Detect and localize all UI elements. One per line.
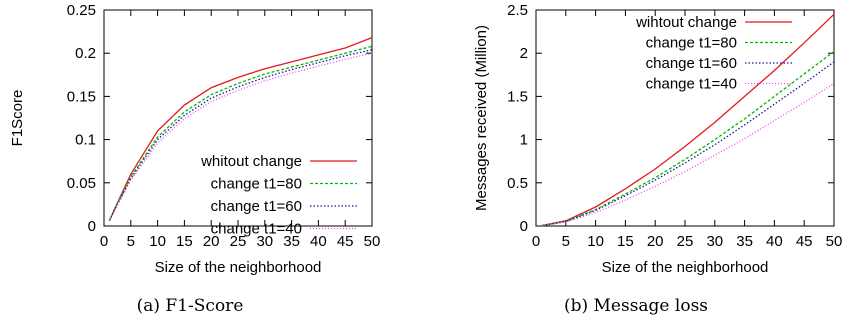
x-tick-label: 40 xyxy=(310,233,327,250)
x-tick-label: 15 xyxy=(617,233,634,250)
x-tick-label: 0 xyxy=(100,233,108,250)
x-axis-label: Size of the neighborhood xyxy=(602,259,769,276)
series-line-2 xyxy=(108,45,373,222)
legend-label: change t1=60 xyxy=(646,55,737,72)
legend-label: whitout change xyxy=(200,153,302,170)
y-tick-label: 1.5 xyxy=(507,88,528,105)
y-tick-label: 2 xyxy=(520,45,528,62)
legend-label: wihtout change xyxy=(635,14,737,31)
y-tick-label: 0.15 xyxy=(67,88,96,105)
x-tick-label: 30 xyxy=(706,233,723,250)
x-tick-label: 5 xyxy=(127,233,135,250)
series-line-4 xyxy=(541,82,835,227)
x-tick-label: 50 xyxy=(364,233,381,250)
chart-panel-a: 0 5 10 15 20 25 30 35 40 45 50 0 0.05 0.1 0.15 0.2 0.25 S… xyxy=(9,2,380,316)
x-tick-label: 30 xyxy=(256,233,273,250)
y-tick-label: 0 xyxy=(88,218,96,235)
x-tick-label: 35 xyxy=(736,233,753,250)
x-tick-label: 35 xyxy=(283,233,300,250)
x-tick-label: 45 xyxy=(337,233,354,250)
x-tick-label: 50 xyxy=(826,233,843,250)
y-tick-label: 0.2 xyxy=(75,45,96,62)
x-tick-label: 10 xyxy=(149,233,166,250)
y-tick-label: 0.05 xyxy=(67,175,96,192)
figure-caption: (b) Message loss xyxy=(564,296,708,316)
y-tick-label: 1 xyxy=(520,132,528,149)
x-tick-label: 5 xyxy=(562,233,570,250)
x-tick-label: 40 xyxy=(766,233,783,250)
y-tick-label: 2.5 xyxy=(507,2,528,19)
x-axis-label: Size of the neighborhood xyxy=(155,259,322,276)
y-axis-label: Messages received (Million) xyxy=(473,25,490,211)
legend-label: change t1=60 xyxy=(211,198,302,215)
plot-frame xyxy=(103,9,373,227)
x-tick-label: 20 xyxy=(647,233,664,250)
legend-label: change t1=40 xyxy=(646,76,737,93)
chart-panel-b: 0 5 10 15 20 25 30 35 40 45 50 0 0.5 1 1.5 2 2.5 Size of … xyxy=(473,2,842,316)
y-tick-label: 0.25 xyxy=(67,2,96,19)
x-tick-label: 25 xyxy=(677,233,694,250)
x-tick-label: 20 xyxy=(203,233,220,250)
legend-label: change t1=40 xyxy=(211,221,302,238)
y-axis-label: F1Score xyxy=(9,90,26,147)
y-tick-label: 0 xyxy=(520,218,528,235)
x-tick-label: 0 xyxy=(532,233,540,250)
legend-label: change t1=80 xyxy=(211,176,302,193)
series-line-3 xyxy=(108,49,373,222)
x-tick-label: 15 xyxy=(176,233,193,250)
legend-label: change t1=80 xyxy=(646,35,737,52)
y-tick-label: 0.5 xyxy=(507,175,528,192)
y-tick-label: 0.1 xyxy=(75,132,96,149)
figure-caption: (a) F1-Score xyxy=(137,296,244,316)
series-line-1 xyxy=(108,37,373,222)
series-line-1 xyxy=(541,13,835,227)
x-tick-label: 45 xyxy=(796,233,813,250)
series-line-4 xyxy=(108,52,373,222)
x-tick-label: 25 xyxy=(230,233,247,250)
x-tick-label: 10 xyxy=(587,233,604,250)
